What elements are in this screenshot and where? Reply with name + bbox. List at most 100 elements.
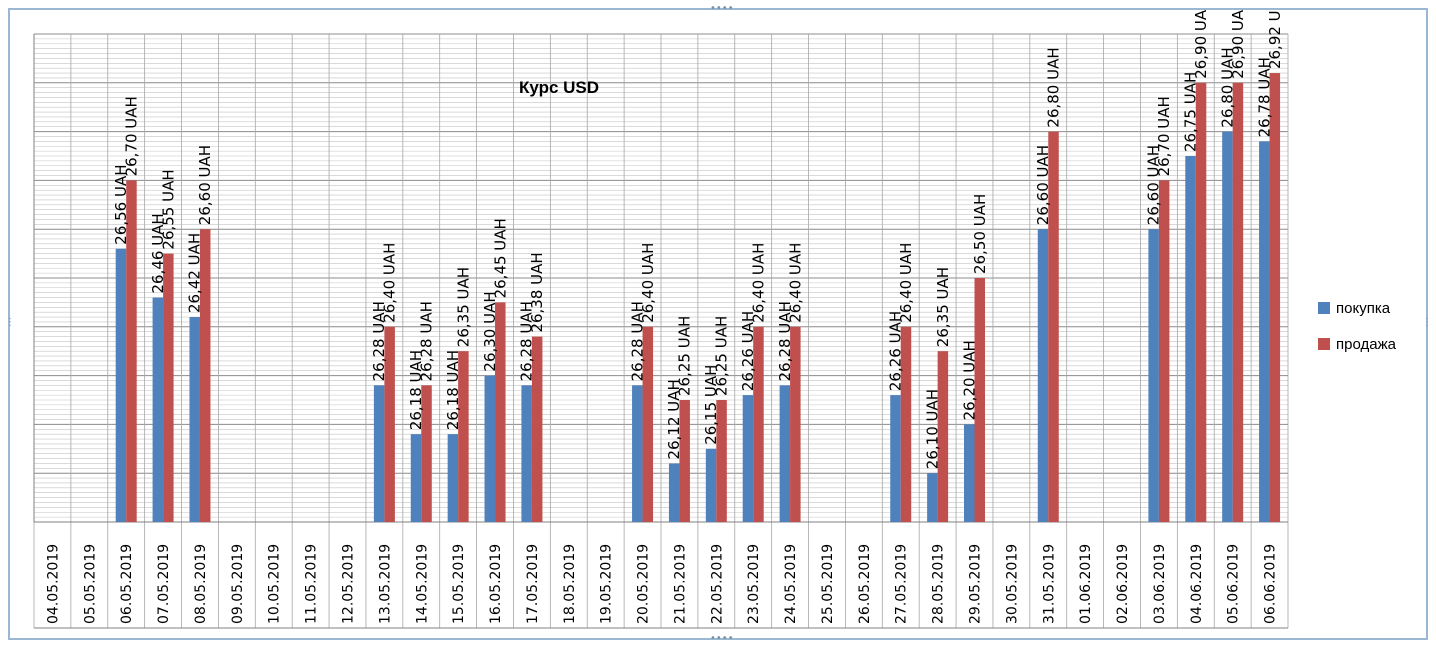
bar-buy xyxy=(1222,131,1233,522)
resize-handle-left[interactable]: ⋮ xyxy=(5,317,15,328)
bar-buy xyxy=(521,385,532,522)
data-label: 26,80 UAH xyxy=(1045,47,1063,127)
bar-buy xyxy=(152,297,164,522)
bar-sell xyxy=(937,351,949,522)
bar-buy xyxy=(1259,141,1270,523)
data-label: 26,30 UAH xyxy=(481,291,499,371)
data-label: 26,75 UAH xyxy=(1182,72,1200,152)
bar-sell xyxy=(716,400,727,522)
data-label: 26,20 UAH xyxy=(960,340,978,420)
bar-buy xyxy=(1037,229,1049,522)
bar-sell xyxy=(163,253,174,522)
data-label: 26,40 UAH xyxy=(749,243,767,323)
x-tick-label: 13.05.2019 xyxy=(377,544,393,624)
data-label: 26,45 UAH xyxy=(491,218,509,298)
legend-label: покупка xyxy=(1336,300,1391,317)
bar-buy xyxy=(373,385,385,522)
data-label: 26,28 UAH xyxy=(628,301,646,381)
bar-buy xyxy=(115,248,127,522)
bar-sell xyxy=(900,326,912,522)
bar-buy xyxy=(890,395,901,522)
x-tick-label: 20.05.2019 xyxy=(636,544,652,624)
bar-sell xyxy=(1232,82,1244,523)
x-tick-label: 19.05.2019 xyxy=(599,544,615,624)
x-tick-label: 18.05.2019 xyxy=(562,544,578,624)
x-tick-label: 12.05.2019 xyxy=(341,544,357,624)
data-label: 26,15 UAH xyxy=(702,365,720,445)
data-label: 26,46 UAH xyxy=(149,213,167,293)
data-label: 26,28 UAH xyxy=(518,301,536,381)
x-tick-label: 06.06.2019 xyxy=(1263,544,1279,624)
data-label: 26,28 UAH xyxy=(776,301,794,381)
x-tick-label: 14.05.2019 xyxy=(414,544,430,624)
x-tick-label: 23.05.2019 xyxy=(746,544,762,624)
data-label: 26,40 UAH xyxy=(381,243,399,323)
x-tick-label: 21.05.2019 xyxy=(672,544,688,624)
x-tick-label: 05.06.2019 xyxy=(1226,544,1242,624)
bar-sell xyxy=(790,326,801,522)
data-label: 26,40 UAH xyxy=(786,243,804,323)
bar-buy xyxy=(1185,156,1196,522)
data-label: 26,55 UAH xyxy=(159,169,177,249)
x-tick-label: 29.05.2019 xyxy=(968,544,984,624)
data-label: 26,25 UAH xyxy=(713,316,731,396)
data-label: 26,40 UAH xyxy=(897,243,915,323)
bar-buy xyxy=(447,434,459,522)
data-label: 26,18 UAH xyxy=(407,350,425,430)
x-tick-label: 04.06.2019 xyxy=(1189,544,1205,624)
resize-handle-top[interactable]: •••• xyxy=(710,3,734,14)
x-tick-label: 25.05.2019 xyxy=(820,544,836,624)
data-label: 26,60 UAH xyxy=(1034,145,1052,225)
x-tick-label: 07.05.2019 xyxy=(156,544,172,624)
x-tick-label: 17.05.2019 xyxy=(525,544,541,624)
data-label: 26,38 UAH xyxy=(528,252,546,332)
bar-sell xyxy=(126,180,137,522)
x-tick-label: 30.05.2019 xyxy=(1004,544,1020,624)
bar-sell xyxy=(1269,73,1281,522)
x-tick-label: 03.06.2019 xyxy=(1152,544,1168,624)
data-label: 26,60 UAH xyxy=(196,145,214,225)
chart-container[interactable]: •••• •••• ⋮ ⋮ 26,56 UAH 26,46 UAH 26,42 UA… xyxy=(5,3,1432,644)
data-label: 26,35 UAH xyxy=(454,267,472,347)
bar-sell xyxy=(531,336,543,522)
bar-sell xyxy=(1158,180,1170,522)
x-tick-label: 08.05.2019 xyxy=(193,544,209,624)
data-label: 26,50 UAH xyxy=(971,194,989,274)
chart-title: Курс USD xyxy=(519,78,599,97)
x-tick-label: 24.05.2019 xyxy=(783,544,799,624)
data-label: 26,26 UAH xyxy=(886,311,904,391)
data-label: 26,78 UAH xyxy=(1255,57,1273,137)
x-tick-label: 09.05.2019 xyxy=(230,544,246,624)
x-tick-label: 04.05.2019 xyxy=(45,544,61,624)
data-label: 26,28 UAH xyxy=(370,301,388,381)
x-tick-label: 22.05.2019 xyxy=(709,544,725,624)
data-label: 26,12 UAH xyxy=(665,379,683,459)
data-label: 26,10 UAH xyxy=(923,389,941,469)
x-tick-label: 15.05.2019 xyxy=(451,544,467,624)
bar-sell xyxy=(753,326,764,522)
data-label: 26,18 UAH xyxy=(444,350,462,430)
bar-sell xyxy=(679,400,690,522)
bar-buy xyxy=(927,473,938,522)
data-label: 26,92 UAH xyxy=(1266,10,1284,69)
bar-buy xyxy=(1148,229,1159,522)
bar-buy xyxy=(668,463,680,522)
data-label: 26,25 UAH xyxy=(676,316,694,396)
legend-label: продажа xyxy=(1336,336,1397,353)
data-label: 26,70 UAH xyxy=(122,96,140,176)
data-label: 26,42 UAH xyxy=(186,233,204,313)
x-tick-label: 10.05.2019 xyxy=(267,544,283,624)
data-label: 26,80 UAH xyxy=(1218,47,1236,127)
data-label: 26,35 UAH xyxy=(934,267,952,347)
bar-buy xyxy=(964,424,975,522)
bar-sell xyxy=(199,229,211,522)
data-label: 26,90 UAH xyxy=(1192,10,1210,79)
x-tick-label: 28.05.2019 xyxy=(931,544,947,624)
bar-buy xyxy=(742,395,754,522)
x-tick-label: 02.06.2019 xyxy=(1115,544,1131,624)
bar-buy xyxy=(484,375,496,522)
data-label: 26,26 UAH xyxy=(739,311,757,391)
resize-handle-bottom[interactable]: •••• xyxy=(710,633,734,644)
resize-handle-right[interactable]: ⋮ xyxy=(1422,317,1432,328)
